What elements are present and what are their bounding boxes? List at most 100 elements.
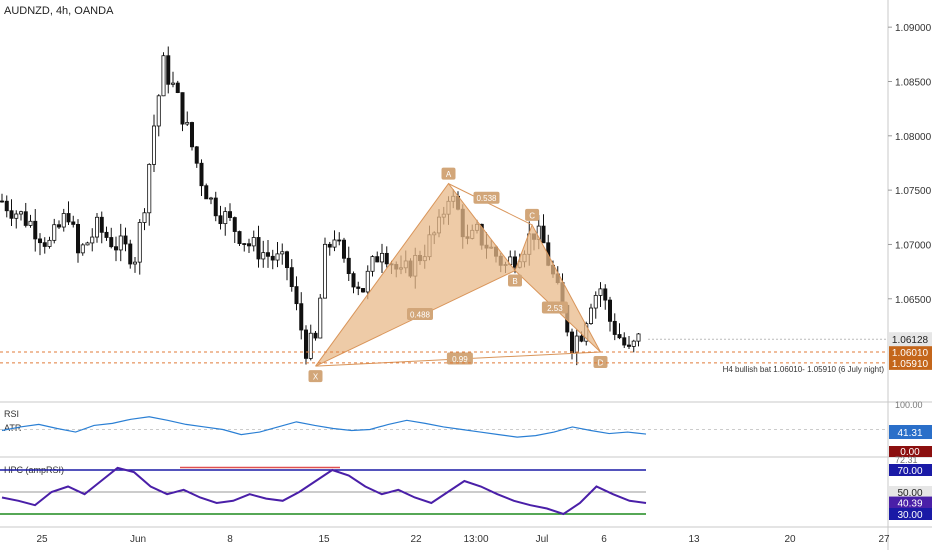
rsi-line bbox=[1, 416, 647, 438]
candle-body bbox=[185, 122, 190, 125]
pattern-annotation: H4 bullish bat 1.06010- 1.05910 (6 July … bbox=[723, 365, 885, 374]
candle-body bbox=[313, 332, 318, 339]
candle-body bbox=[85, 242, 90, 246]
candle-body bbox=[9, 210, 14, 219]
candle-body bbox=[332, 239, 337, 248]
candle-body bbox=[99, 216, 104, 233]
candle-body bbox=[76, 224, 81, 254]
point-label-a-box bbox=[441, 167, 456, 180]
candle-body bbox=[327, 243, 332, 248]
candle-body bbox=[627, 344, 632, 347]
candle-body bbox=[194, 146, 199, 164]
candle-body bbox=[33, 220, 38, 240]
chart-title: AUDNZD, 4h, OANDA bbox=[4, 5, 114, 17]
candle-body bbox=[232, 217, 237, 232]
hpc-value-box bbox=[889, 508, 932, 520]
price-tick-label: 1.06500 bbox=[895, 295, 932, 306]
candle-body bbox=[365, 270, 370, 293]
candle-body bbox=[270, 255, 275, 261]
candle-body bbox=[322, 243, 327, 299]
candle-body bbox=[351, 273, 356, 288]
candle-body bbox=[294, 286, 299, 305]
candle-body bbox=[631, 340, 636, 347]
candle-body bbox=[47, 239, 52, 247]
candle-body bbox=[589, 307, 594, 324]
candle-body bbox=[161, 55, 166, 97]
time-tick-label: 6 bbox=[601, 534, 607, 545]
candle-body bbox=[147, 163, 152, 214]
candle-body bbox=[208, 197, 213, 200]
point-label-b-box bbox=[508, 274, 522, 287]
candle-body bbox=[261, 252, 266, 260]
candle-body bbox=[318, 297, 323, 339]
time-tick-label: 27 bbox=[878, 534, 890, 545]
candle-body bbox=[123, 235, 128, 245]
hpc-value-box bbox=[889, 464, 932, 476]
price-tick-label: 1.08500 bbox=[895, 77, 932, 88]
candle-body bbox=[636, 333, 641, 342]
candle-body bbox=[603, 288, 608, 301]
xab-triangle bbox=[315, 182, 516, 367]
candle-body bbox=[166, 55, 171, 85]
ratio-label-box bbox=[473, 191, 500, 204]
level-price-label: 1.06010 bbox=[892, 348, 929, 359]
price-axis: 1.09000 1.08500 1.08000 1.07500 1.07000 1.065… bbox=[888, 23, 932, 306]
candle-body bbox=[251, 237, 256, 247]
candle-body bbox=[170, 82, 175, 85]
candle-body bbox=[356, 286, 361, 289]
candle-body bbox=[104, 231, 109, 238]
rsi-label: RSI bbox=[4, 409, 19, 419]
candle-body bbox=[337, 239, 342, 242]
hpc-value-label: 40.39 bbox=[897, 499, 922, 510]
candle-body bbox=[265, 252, 270, 257]
point-label-a: A bbox=[446, 170, 452, 179]
ratio-label-box bbox=[541, 301, 568, 314]
candle-body bbox=[237, 231, 242, 244]
time-tick-label: Jul bbox=[536, 534, 549, 545]
candle-body bbox=[18, 211, 23, 215]
candle-body bbox=[227, 211, 232, 218]
candle-body bbox=[593, 295, 598, 309]
rsi-value-box bbox=[889, 425, 932, 439]
price-tick-label: 1.07000 bbox=[895, 240, 932, 251]
candle-body bbox=[199, 162, 204, 187]
candle-body bbox=[156, 95, 161, 127]
candle-body bbox=[66, 213, 71, 223]
time-tick-label: 20 bbox=[784, 534, 796, 545]
level-price-box bbox=[889, 355, 932, 370]
time-tick-label: 22 bbox=[410, 534, 422, 545]
time-tick-label: Jun bbox=[130, 534, 146, 545]
candle-body bbox=[375, 256, 380, 263]
candle-body bbox=[114, 246, 119, 251]
price-tick-label: 1.07500 bbox=[895, 186, 932, 197]
candle-body bbox=[71, 221, 76, 225]
time-tick-label: 25 bbox=[36, 534, 48, 545]
candle-body bbox=[52, 224, 57, 241]
candle-body bbox=[608, 299, 613, 322]
rsi-tick: 100.00 bbox=[895, 400, 923, 410]
candle-body bbox=[180, 92, 185, 125]
candle-body bbox=[142, 212, 147, 223]
hpc-value-label: 30.00 bbox=[897, 510, 922, 521]
candle-body bbox=[189, 122, 194, 148]
candle-body bbox=[128, 243, 133, 265]
candle-body bbox=[256, 237, 261, 260]
candle-body bbox=[303, 329, 308, 359]
candle-body bbox=[57, 224, 62, 228]
candle-body bbox=[341, 239, 346, 259]
level-price-box bbox=[889, 345, 932, 360]
candle-body bbox=[90, 236, 95, 244]
candle-body bbox=[175, 82, 180, 93]
candle-body bbox=[204, 185, 209, 200]
current-price-label: 1.06128 bbox=[892, 335, 929, 346]
candle-body bbox=[23, 211, 28, 226]
candle-body bbox=[284, 251, 289, 269]
candle-body bbox=[541, 225, 546, 244]
price-series bbox=[0, 46, 641, 366]
candle-body bbox=[38, 238, 43, 244]
